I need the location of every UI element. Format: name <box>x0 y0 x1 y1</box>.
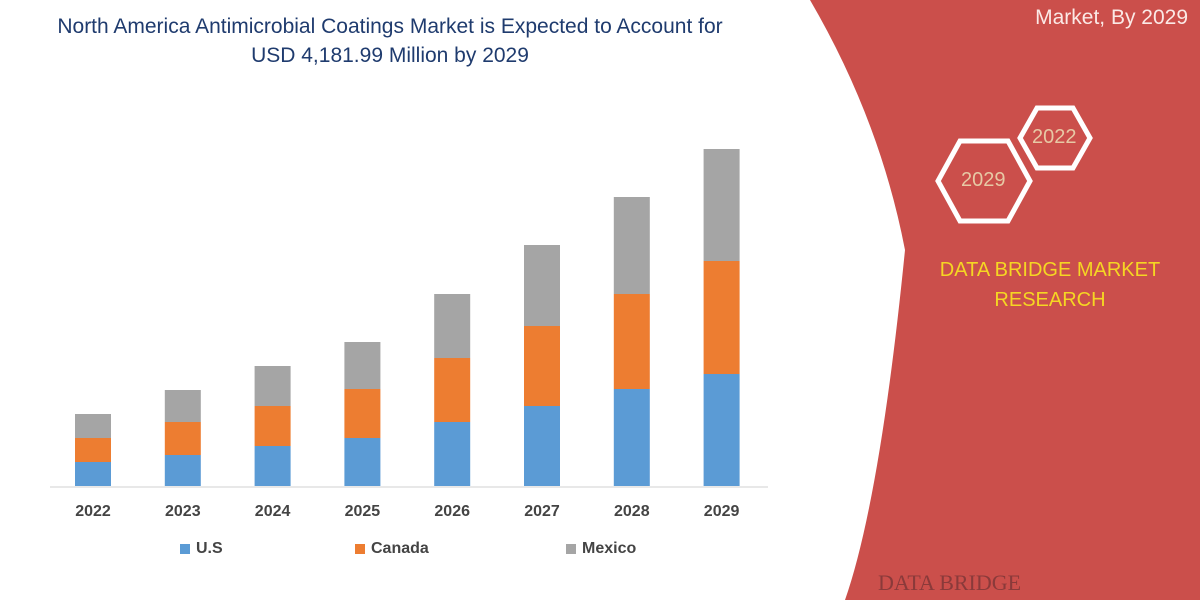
brand-text: DATA BRIDGE MARKET RESEARCH <box>939 259 1161 311</box>
bar-mexico-2028 <box>613 197 650 294</box>
bar-us-2029 <box>703 374 740 486</box>
bar-mexico-2022 <box>75 414 111 438</box>
hexagon-2029 <box>935 138 1033 224</box>
bar-canada-2028 <box>613 294 650 389</box>
bar-canada-2025 <box>344 389 381 438</box>
bar-mexico-2024 <box>254 366 291 406</box>
bar-us-2024 <box>254 446 291 486</box>
bar-canada-2026 <box>434 358 471 422</box>
bar-mexico-2029 <box>703 149 740 261</box>
hexagon-label-2029: 2029 <box>961 169 1006 191</box>
legend-us: U.S <box>180 540 223 558</box>
bar-mexico-2027 <box>524 245 560 326</box>
bar-us-2023 <box>164 455 201 486</box>
bar-canada-2029 <box>703 261 740 374</box>
bar-mexico-2026 <box>434 294 471 358</box>
bar-mexico-2023 <box>164 390 201 422</box>
bar-us-2026 <box>434 422 471 486</box>
bar-canada-2023 <box>164 422 201 455</box>
x-tick-label: 2029 <box>703 503 740 520</box>
bar-mexico-2025 <box>344 342 381 389</box>
panel-title: Market, By 2029 <box>1035 6 1188 29</box>
x-tick-label: 2025 <box>344 503 381 520</box>
bar-canada-2024 <box>254 406 291 446</box>
bar-us-2027 <box>524 406 560 486</box>
logo: DATA BRIDGE <box>878 570 1022 595</box>
x-tick-label: 2022 <box>75 503 111 520</box>
x-tick-label: 2026 <box>434 503 470 520</box>
x-tick-label: 2027 <box>524 503 560 520</box>
bar-us-2028 <box>613 389 650 486</box>
x-tick-label: 2024 <box>254 503 291 520</box>
hexagon-label-2022: 2022 <box>1032 126 1077 148</box>
x-tick-label: 2028 <box>614 503 650 520</box>
legend-mexico: Mexico <box>566 540 636 558</box>
x-tick-label: 2023 <box>165 503 201 520</box>
bar-canada-2027 <box>524 326 560 406</box>
bar-us-2025 <box>344 438 381 486</box>
bar-us-2022 <box>75 462 111 486</box>
chart-title: North America Antimicrobial Coatings Mar… <box>57 15 723 67</box>
red-panel <box>810 0 1200 600</box>
hexagon-2022 <box>1017 105 1093 171</box>
bar-canada-2022 <box>75 438 111 462</box>
legend-canada: Canada <box>355 540 429 558</box>
